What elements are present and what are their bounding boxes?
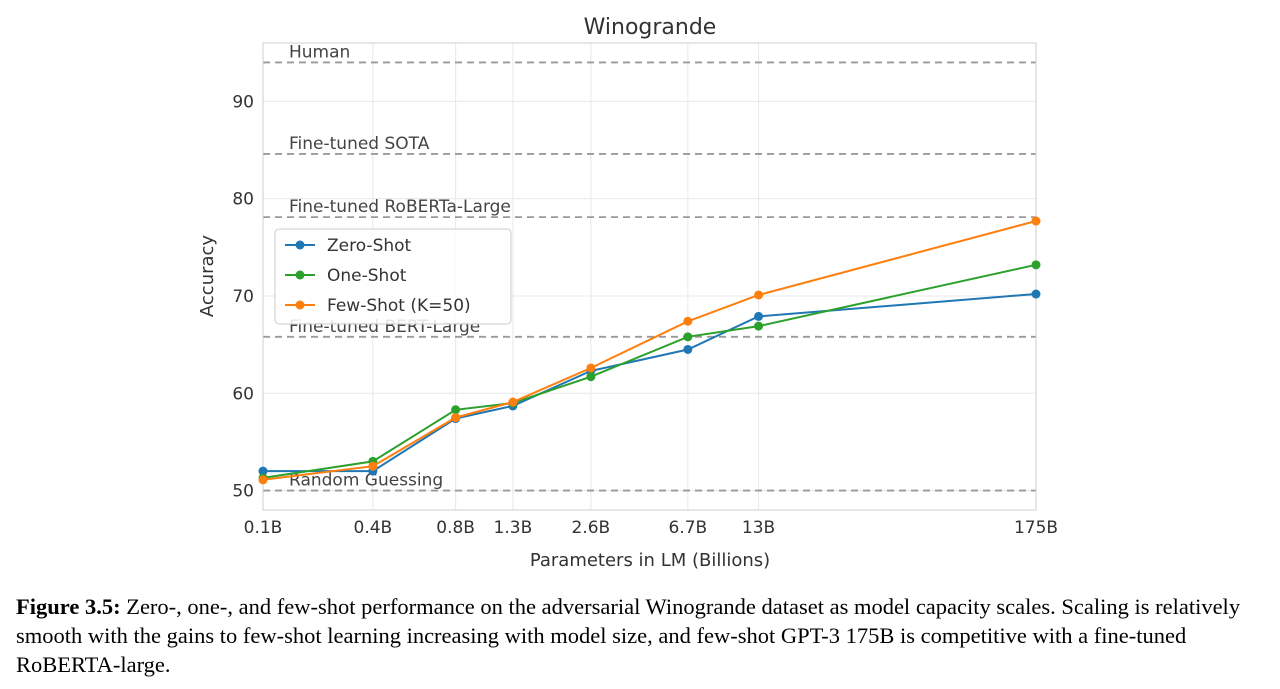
series-line [262,220,1037,481]
legend-label: Zero-Shot [327,236,412,256]
caption-label: Figure 3.5: [16,594,121,619]
data-point [508,397,518,407]
x-axis-label: Parameters in LM (Billions) [530,550,770,571]
series-line [262,263,1037,479]
data-point [451,413,461,423]
data-point [368,461,378,471]
y-tick-label: 90 [232,92,254,112]
x-tick-label: 13B [742,518,775,538]
data-point [1031,216,1041,226]
data-point [683,332,693,342]
x-tick-label: 0.1B [244,518,283,538]
x-tick-label: 175B [1014,518,1058,538]
legend-swatch-marker [295,300,305,310]
data-point [586,372,596,382]
winogrande-chart: Human Fine-tuned SOTA Fine-tuned RoBERTa-L… [197,15,1058,571]
data-point [1031,289,1041,299]
y-tick-label: 80 [232,190,254,210]
plot-area-frame [262,42,1037,511]
series-lines [258,216,1041,485]
axis-ticks: 0.1B 0.4B 0.8B 1.3B 2.6B 6.7B 13B 175B 50 60 70 80 9… [232,92,1058,538]
data-point [683,316,693,326]
caption-text: Zero-, one-, and few-shot performance on… [16,594,1241,677]
y-tick-label: 60 [232,384,254,404]
series-few-shot-k-50 [258,216,1041,485]
data-point [258,466,268,476]
data-point [754,290,764,300]
data-point [1031,260,1041,270]
data-point [683,344,693,354]
legend-label: Few-Shot (K=50) [327,296,471,316]
legend-swatch-marker [295,270,305,280]
chart-title: Winogrande [584,15,717,40]
y-tick-label: 70 [232,287,254,307]
x-tick-label: 1.3B [494,518,533,538]
legend-label: One-Shot [327,266,407,286]
legend-box [274,228,512,325]
x-tick-label: 2.6B [572,518,611,538]
data-point [754,321,764,331]
x-tick-label: 0.8B [436,518,475,538]
y-axis-label: Accuracy [197,235,218,318]
y-tick-label: 50 [232,482,254,502]
legend: Zero-Shot One-Shot Few-Shot (K=50) [274,228,512,325]
x-tick-label: 0.4B [354,518,393,538]
reference-line-label: Fine-tuned SOTA [289,134,430,154]
data-point [754,311,764,321]
reference-line-label: Random Guessing [289,471,443,491]
figure-caption: Figure 3.5: Zero-, one-, and few-shot pe… [16,592,1266,679]
data-point [586,363,596,373]
legend-swatch-marker [295,240,305,250]
reference-line-label: Fine-tuned RoBERTa-Large [289,197,511,217]
reference-line-label: Human [289,42,350,62]
x-tick-label: 6.7B [669,518,708,538]
data-point [258,475,268,485]
data-point [451,405,461,415]
series-line [263,293,1037,473]
